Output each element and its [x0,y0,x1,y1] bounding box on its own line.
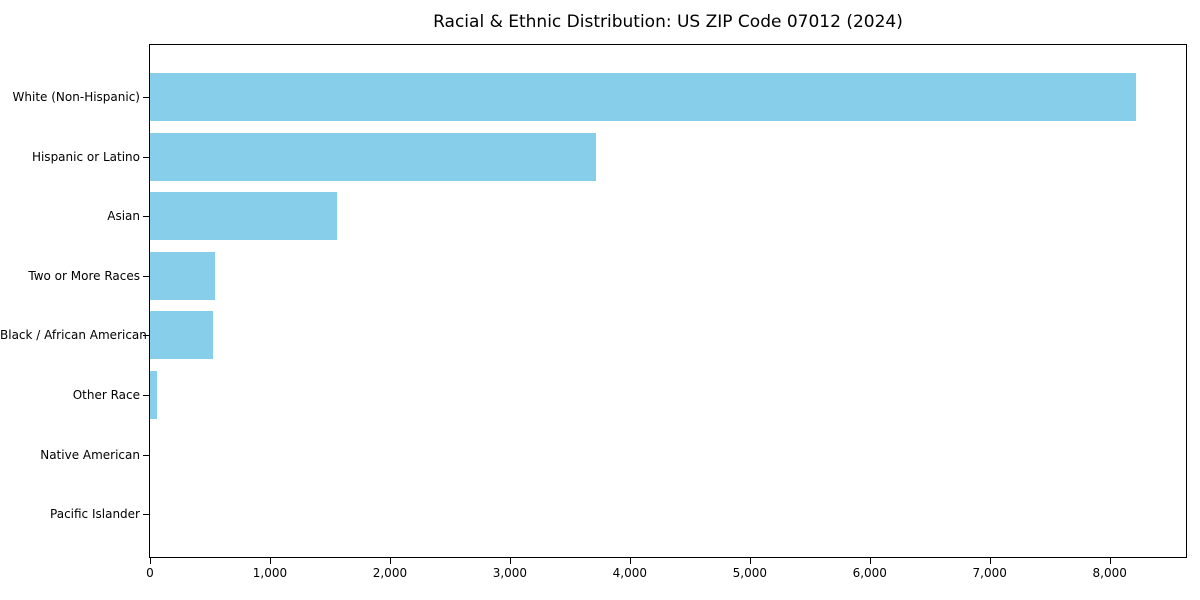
x-tick-mark [869,558,871,564]
x-tick-mark [989,558,991,564]
x-tick-label: 5,000 [732,566,767,580]
y-tick-mark [143,395,149,396]
x-tick-mark [269,558,271,564]
x-tick-mark [509,558,511,564]
y-tick-mark [143,216,149,218]
y-tick-label: White (Non-Hispanic) [12,90,140,104]
bar [150,311,213,360]
x-tick-label: 8,000 [1092,566,1127,580]
x-tick-label: 4,000 [612,566,648,580]
plot-area [149,44,1187,558]
x-tick-label: 0 [146,566,154,580]
y-tick-label: Black / African American [0,328,147,343]
x-tick-label: 7,000 [972,566,1007,580]
y-tick-label: Pacific Islander [50,507,140,522]
x-tick-mark [629,558,631,564]
chart-title: Racial & Ethnic Distribution: US ZIP Cod… [433,12,903,32]
y-tick-label: Asian [107,209,140,224]
x-tick-label: 2,000 [372,566,408,580]
y-tick-mark [143,514,149,516]
x-tick-label: 6,000 [852,566,887,580]
y-tick-label: Two or More Races [28,268,140,283]
y-tick-label: Other Race [72,388,140,402]
bar [150,132,596,181]
bar [150,73,1137,121]
y-tick-mark [143,454,149,456]
x-tick-label: 3,000 [492,566,528,580]
bar [150,251,215,300]
y-tick-mark [143,275,149,277]
bar [150,371,157,419]
y-tick-mark [143,97,149,98]
x-tick-mark [1109,558,1111,564]
y-tick-mark [143,156,149,158]
bar [150,192,337,241]
x-tick-mark [150,558,151,564]
x-tick-mark [389,558,391,564]
y-tick-mark [143,335,149,337]
x-tick-label: 1,000 [252,566,288,580]
y-tick-label: Hispanic or Latino [31,149,140,164]
y-tick-label: Native American [40,447,140,462]
x-tick-mark [749,558,751,564]
